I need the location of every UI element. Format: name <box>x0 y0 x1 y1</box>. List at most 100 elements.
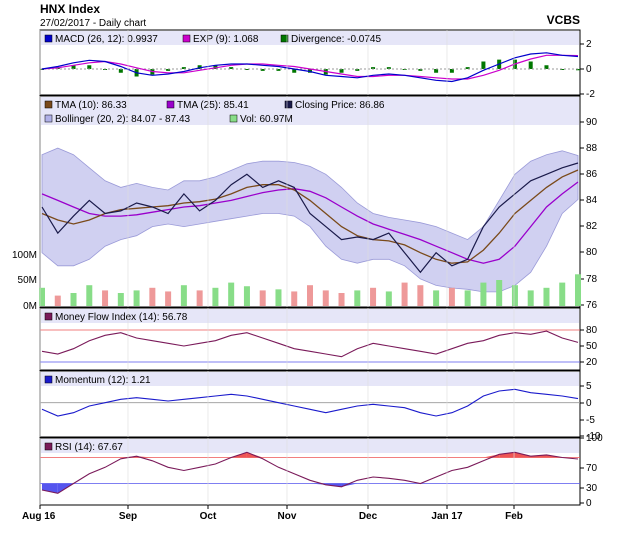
volume-bar <box>259 290 266 306</box>
volume-bar <box>212 287 219 306</box>
divergence-bar <box>339 69 344 73</box>
volume-bar <box>433 290 440 306</box>
divergence-bar <box>481 61 486 69</box>
divergence-bar <box>118 69 123 73</box>
volume-bar <box>133 290 140 306</box>
x-tick-label: Nov <box>278 511 297 522</box>
divergence-bar <box>560 69 565 70</box>
divergence-bar <box>244 69 249 70</box>
price-legend-entry: TMA (10): 86.33 <box>55 100 127 111</box>
momentum-legend-swatch <box>44 375 53 384</box>
rsi-overbought-fill <box>499 452 515 458</box>
chart-title: HNX Index <box>40 2 100 16</box>
divergence-bar <box>528 61 533 69</box>
x-tick-label: Dec <box>359 511 378 522</box>
volume-bar <box>307 285 313 306</box>
macd-legend-entry: EXP (9): 1.068 <box>193 34 259 45</box>
price-ytick-label: 76 <box>586 300 598 311</box>
chart-subtitle: 27/02/2017 - Daily chart <box>40 18 146 29</box>
rsi-legend-swatch <box>44 442 53 451</box>
volume-bar <box>39 287 45 306</box>
volume-bar <box>322 290 329 306</box>
price-legend-entry: Vol: 60.97M <box>240 114 293 125</box>
price-legend-entry: Closing Price: 86.86 <box>295 100 385 111</box>
price-legend-band-top <box>41 97 579 125</box>
mfi-legend-band <box>41 309 579 323</box>
volume-bar <box>370 287 377 306</box>
mfi-line <box>41 330 579 358</box>
macd-legend-entry: Divergence: -0.0745 <box>291 34 381 45</box>
divergence-bar <box>371 67 376 69</box>
x-tick-label: Oct <box>200 511 217 522</box>
divergence-bar <box>386 67 391 69</box>
volume-bar <box>149 287 156 306</box>
price-ytick-label: 90 <box>586 117 598 128</box>
x-tick-label: Jan 17 <box>431 511 463 522</box>
rsi-line <box>41 451 579 494</box>
volume-bar <box>575 274 581 306</box>
price-legend-swatch <box>229 114 238 123</box>
volume-tick-label: 0M <box>23 301 37 312</box>
macd-ytick-label: 2 <box>586 39 592 50</box>
bollinger-band <box>41 147 579 293</box>
volume-bar <box>70 293 77 306</box>
divergence-bar <box>197 65 202 69</box>
price-legend-swatch <box>284 100 293 109</box>
momentum-line <box>41 388 579 417</box>
divergence-bar <box>576 69 580 71</box>
price-ytick-label: 84 <box>586 195 598 206</box>
macd-legend-band <box>41 31 579 45</box>
price-ytick-label: 88 <box>586 143 598 154</box>
x-tick-label: Feb <box>505 511 523 522</box>
price-ytick-label: 80 <box>586 247 598 258</box>
volume-bar <box>511 285 518 306</box>
rsi-ytick-label: 0 <box>586 498 592 509</box>
volume-bar <box>448 287 455 306</box>
x-tick-label: Aug 16 <box>22 511 56 522</box>
price-legend-entry: TMA (25): 85.41 <box>177 100 249 111</box>
tma10-line <box>41 169 579 264</box>
volume-bar <box>86 285 93 306</box>
divergence-bar <box>213 65 218 69</box>
momentum-ytick-label: -5 <box>586 415 595 426</box>
macd-legend-entry: MACD (26, 12): 0.9937 <box>55 34 158 45</box>
divergence-bar <box>87 65 92 69</box>
rsi-overbought-fill <box>246 452 263 458</box>
divergence-bar <box>465 67 470 69</box>
volume-bar <box>527 290 534 306</box>
volume-bar <box>196 290 203 306</box>
volume-tick-label: 50M <box>18 275 37 286</box>
volume-bar <box>338 293 345 306</box>
volume-bar <box>243 286 250 306</box>
volume-tick-label: 100M <box>12 250 37 261</box>
rsi-ytick-label: 30 <box>586 483 598 494</box>
divergence-bar <box>229 67 234 69</box>
tma25-line <box>41 181 579 264</box>
momentum-legend-entry: Momentum (12): 1.21 <box>55 375 151 386</box>
divergence-bar <box>434 69 439 73</box>
exp-line <box>41 54 579 80</box>
divergence-bar <box>260 69 265 71</box>
volume-bar <box>496 280 503 306</box>
volume-bar <box>464 290 471 306</box>
divergence-bar <box>308 69 312 73</box>
price-ytick-label: 78 <box>586 274 598 285</box>
rsi-oversold-fill <box>341 483 358 487</box>
momentum-ytick-label: 5 <box>586 381 592 392</box>
divergence-bar <box>355 69 360 71</box>
divergence-bar <box>181 67 186 69</box>
volume-bar <box>401 282 408 306</box>
macd-legend-swatch <box>280 34 289 43</box>
volume-bar <box>165 291 172 306</box>
price-legend-entry: Bollinger (20, 2): 84.07 - 87.43 <box>55 114 191 125</box>
rsi-overbought-fill <box>483 454 500 458</box>
macd-line <box>41 52 579 83</box>
volume-bar <box>480 282 487 306</box>
divergence-bar <box>276 69 281 71</box>
divergence-bar <box>166 69 171 71</box>
rsi-legend-band <box>41 439 579 453</box>
volume-bar <box>117 293 124 306</box>
mfi-ytick-label: 80 <box>586 325 598 336</box>
volume-bar <box>543 287 550 306</box>
